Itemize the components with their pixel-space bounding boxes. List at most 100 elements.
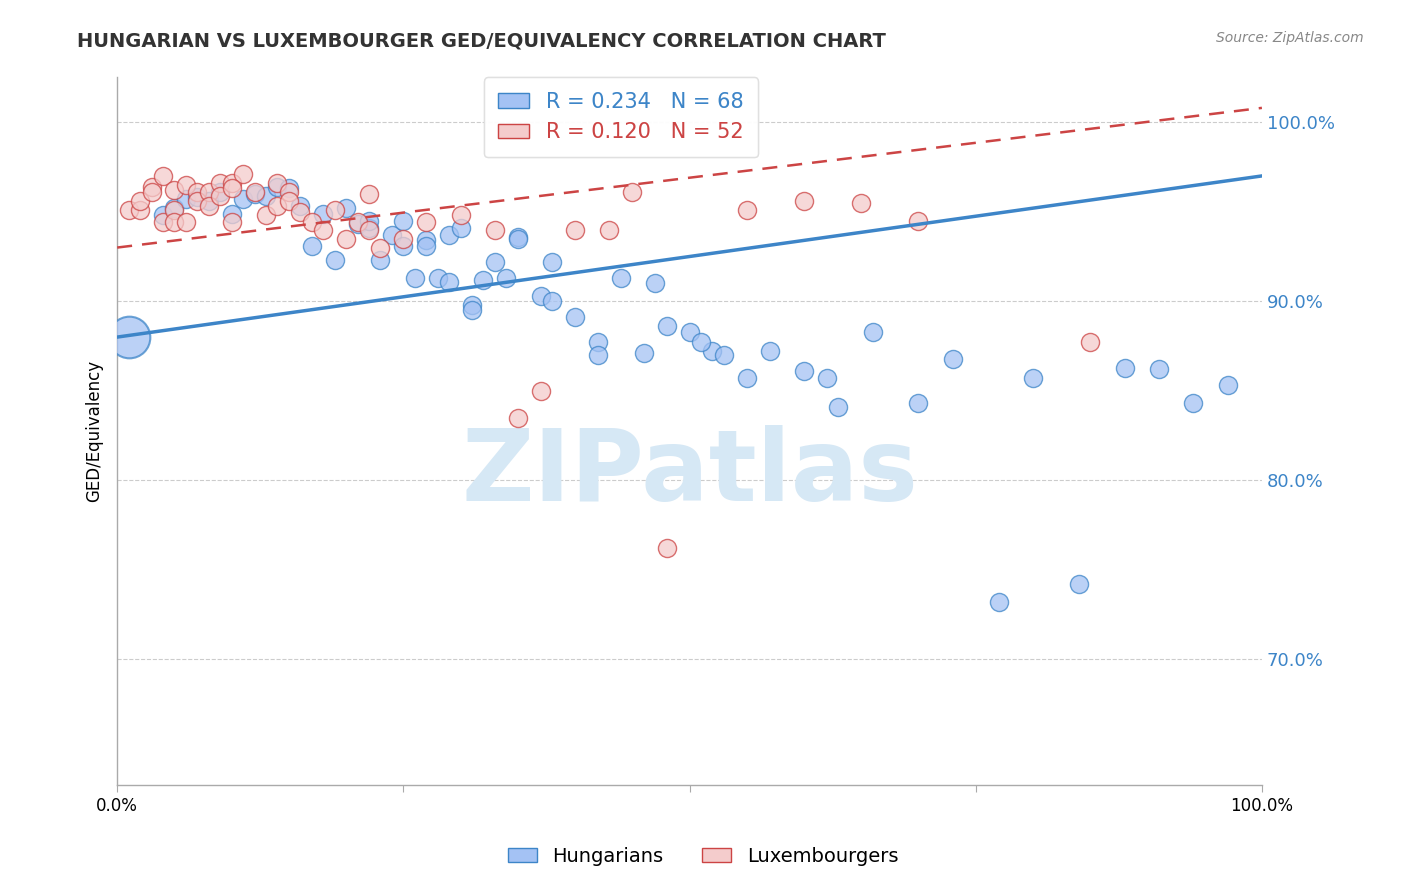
Point [461, 298, 484, 312]
Point [277, 185, 299, 199]
Point [450, 208, 472, 222]
Point [277, 194, 299, 208]
Point [357, 213, 380, 227]
Point [655, 319, 678, 334]
Point [484, 255, 506, 269]
Legend: R = 0.234   N = 68, R = 0.120   N = 52: R = 0.234 N = 68, R = 0.120 N = 52 [484, 78, 758, 157]
Point [1182, 396, 1205, 410]
Point [530, 289, 553, 303]
Point [152, 208, 174, 222]
Point [793, 364, 815, 378]
Point [186, 185, 208, 199]
Point [655, 541, 678, 556]
Point [312, 222, 335, 236]
Point [197, 185, 219, 199]
Point [862, 325, 884, 339]
Point [197, 194, 219, 208]
Point [243, 186, 266, 201]
Point [1147, 362, 1170, 376]
Point [644, 277, 666, 291]
Point [1067, 577, 1090, 591]
Point [633, 346, 655, 360]
Point [461, 303, 484, 318]
Point [987, 595, 1010, 609]
Point [1216, 378, 1239, 392]
Point [221, 181, 243, 195]
Point [323, 202, 346, 217]
Point [392, 231, 415, 245]
Point [117, 202, 139, 217]
Point [690, 335, 713, 350]
Point [335, 231, 357, 245]
Point [232, 167, 254, 181]
Point [381, 227, 404, 242]
Point [735, 202, 758, 217]
Point [186, 194, 208, 208]
Point [232, 192, 254, 206]
Point [346, 217, 368, 231]
Text: Source: ZipAtlas.com: Source: ZipAtlas.com [1216, 31, 1364, 45]
Point [907, 213, 929, 227]
Point [392, 239, 415, 253]
Point [1078, 335, 1101, 350]
Point [221, 206, 243, 220]
Point [335, 201, 357, 215]
Point [221, 176, 243, 190]
Point [541, 294, 564, 309]
Point [312, 206, 335, 220]
Point [598, 222, 620, 236]
Point [415, 233, 437, 247]
Point [586, 348, 609, 362]
Point [392, 213, 415, 227]
Point [758, 344, 780, 359]
Point [323, 253, 346, 268]
Point [564, 222, 586, 236]
Point [357, 222, 380, 236]
Point [266, 176, 288, 190]
Point [254, 188, 277, 202]
Point [793, 194, 815, 208]
Point [152, 215, 174, 229]
Text: HUNGARIAN VS LUXEMBOURGER GED/EQUIVALENCY CORRELATION CHART: HUNGARIAN VS LUXEMBOURGER GED/EQUIVALENC… [77, 31, 886, 50]
Point [415, 239, 437, 253]
Point [370, 253, 392, 268]
Point [942, 351, 965, 366]
Point [290, 199, 312, 213]
Point [1022, 371, 1045, 385]
Point [735, 371, 758, 385]
Text: ZIPatlas: ZIPatlas [461, 425, 918, 522]
Point [404, 271, 426, 285]
Point [815, 371, 838, 385]
Point [174, 178, 197, 192]
Point [266, 179, 288, 194]
Point [277, 181, 299, 195]
Point [290, 204, 312, 219]
Point [357, 186, 380, 201]
Point [564, 310, 586, 325]
Point [174, 215, 197, 229]
Point [484, 222, 506, 236]
Point [301, 239, 323, 253]
Point [163, 202, 186, 217]
Point [907, 396, 929, 410]
Point [827, 400, 849, 414]
Point [301, 215, 323, 229]
Point [163, 215, 186, 229]
Point [209, 188, 232, 202]
Y-axis label: GED/Equivalency: GED/Equivalency [86, 360, 103, 502]
Point [415, 215, 437, 229]
Point [713, 348, 735, 362]
Point [141, 179, 163, 194]
Legend: Hungarians, Luxembourgers: Hungarians, Luxembourgers [499, 838, 907, 873]
Point [197, 199, 219, 213]
Point [702, 344, 724, 359]
Point [357, 220, 380, 235]
Point [221, 215, 243, 229]
Point [129, 202, 152, 217]
Point [506, 410, 529, 425]
Point [610, 271, 633, 285]
Point [117, 330, 139, 344]
Point [163, 201, 186, 215]
Point [541, 255, 564, 269]
Point [1114, 360, 1136, 375]
